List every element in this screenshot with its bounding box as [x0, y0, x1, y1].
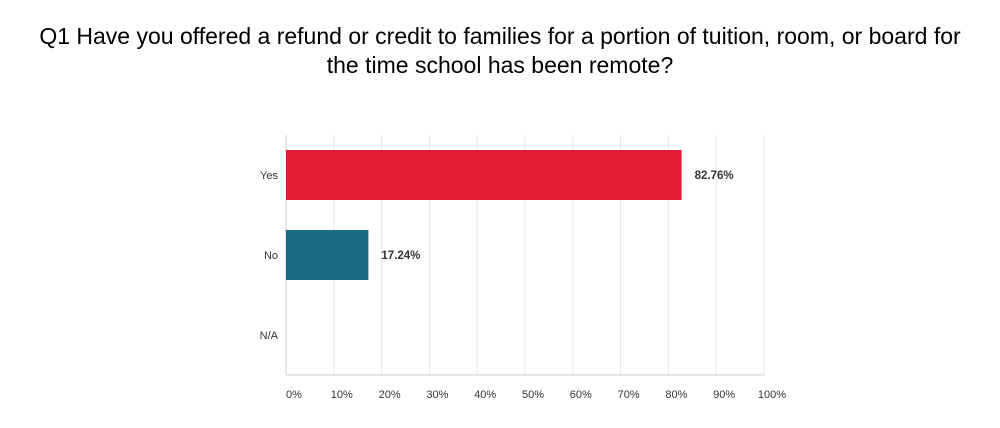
x-tick-label: 40%	[474, 389, 496, 401]
category-label: N/A	[260, 330, 279, 342]
chart-title-line-2: the time school has been remote?	[326, 52, 674, 78]
data-label: 82.76%	[695, 170, 734, 182]
bar-yes	[286, 150, 682, 200]
chart-title-line-1: Q1 Have you offered a refund or credit t…	[39, 23, 961, 49]
x-tick-label: 100%	[758, 389, 786, 401]
bar-no	[286, 230, 369, 280]
x-tick-label: 70%	[618, 389, 640, 401]
x-tick-label: 30%	[426, 389, 448, 401]
x-tick-label: 20%	[379, 389, 401, 401]
x-tick-label: 80%	[665, 389, 687, 401]
x-tick-label: 90%	[713, 389, 735, 401]
data-label: 17.24%	[381, 250, 420, 262]
category-label: Yes	[260, 170, 278, 182]
chart-title: Q1 Have you offered a refund or credit t…	[0, 22, 1000, 80]
x-tick-label: 60%	[570, 389, 592, 401]
x-tick-label: 0%	[286, 389, 302, 401]
category-label: No	[264, 250, 278, 262]
x-tick-label: 10%	[331, 389, 353, 401]
x-tick-label: 50%	[522, 389, 544, 401]
